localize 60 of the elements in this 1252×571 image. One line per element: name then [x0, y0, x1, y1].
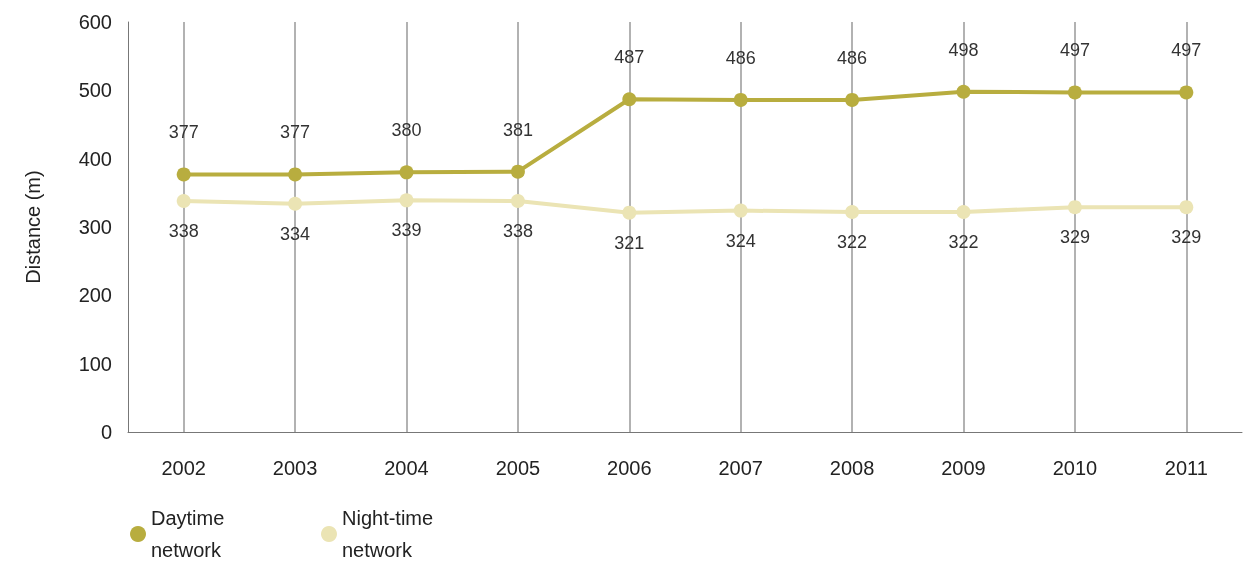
data-label: 380	[391, 120, 422, 141]
y-tick-label: 200	[78, 284, 112, 307]
legend-label: Night-time network	[342, 507, 439, 561]
data-label: 497	[1059, 40, 1090, 61]
data-label: 486	[837, 47, 868, 68]
point	[1179, 200, 1194, 215]
point	[288, 196, 303, 211]
data-label: 321	[614, 232, 645, 253]
y-tick-label: 100	[78, 352, 112, 375]
y-tick-label: 500	[78, 79, 112, 102]
data-label: 334	[280, 223, 311, 244]
point	[845, 204, 860, 219]
data-label: 338	[502, 221, 533, 242]
y-axis-title: Distance (m)	[22, 170, 44, 284]
x-tick-label: 2006	[607, 457, 652, 479]
x-tick-label: 2007	[718, 457, 763, 479]
data-label: 486	[725, 47, 756, 68]
point	[176, 167, 191, 182]
point	[288, 167, 303, 182]
point	[956, 84, 971, 99]
point	[733, 92, 748, 107]
point	[733, 203, 748, 218]
point	[956, 204, 971, 219]
point	[1067, 85, 1082, 100]
point	[622, 205, 637, 220]
x-tick-label: 2003	[272, 457, 318, 479]
point	[1179, 85, 1194, 100]
data-label: 324	[725, 230, 756, 251]
x-tick-label: 2009	[941, 457, 986, 479]
y-tick-label: 0	[100, 421, 112, 443]
x-tick-label: 2010	[1052, 457, 1098, 479]
point	[510, 164, 525, 179]
data-label: 377	[280, 122, 311, 143]
x-tick-label: 2004	[384, 457, 429, 479]
point	[399, 193, 414, 208]
point	[399, 165, 414, 180]
data-label: 339	[391, 220, 422, 241]
x-tick-label: 2002	[161, 457, 206, 479]
data-label: 487	[614, 47, 645, 68]
point	[176, 194, 191, 209]
data-label: 329	[1059, 227, 1090, 248]
x-tick-label: 2008	[829, 457, 875, 479]
data-label: 329	[1171, 227, 1202, 248]
data-label: 322	[948, 231, 979, 252]
legend-label: Daytime network	[151, 507, 230, 561]
x-tick-label: 2011	[1164, 457, 1208, 479]
point	[1067, 200, 1082, 215]
y-tick-label: 600	[78, 11, 112, 33]
y-tick-label: 400	[78, 147, 112, 170]
point	[622, 92, 637, 107]
data-label: 497	[1171, 40, 1202, 61]
point	[510, 194, 525, 209]
data-label: 377	[168, 122, 199, 143]
x-tick-label: 2005	[495, 457, 541, 479]
point	[845, 92, 860, 107]
y-tick-label: 300	[78, 216, 112, 238]
data-label: 322	[837, 231, 868, 252]
data-label: 381	[502, 119, 533, 140]
data-label: 338	[168, 221, 199, 242]
data-label: 498	[948, 39, 979, 60]
